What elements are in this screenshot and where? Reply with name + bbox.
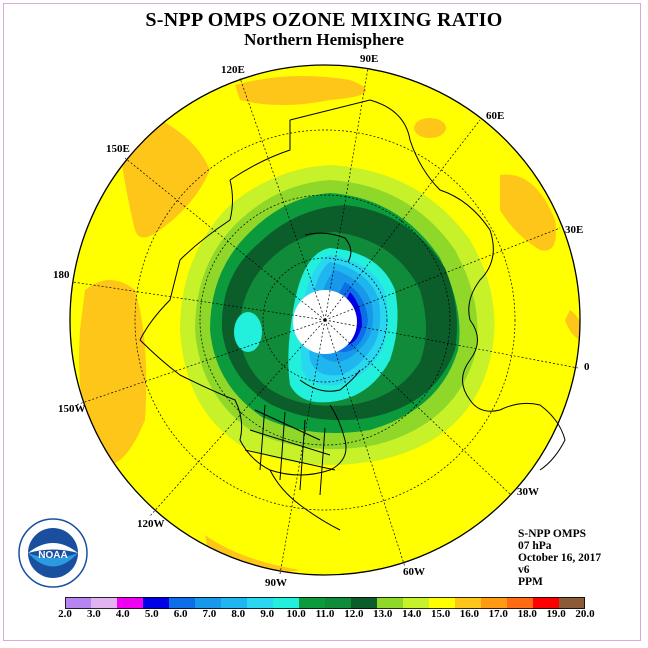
info-pressure: 07 hPa xyxy=(518,540,552,552)
colorbar-tick-label: 17.0 xyxy=(488,608,508,620)
colorbar-tick-label: 14.0 xyxy=(402,608,422,620)
orange-patch-30e xyxy=(500,174,556,251)
figure-title: S-NPP OMPS OZONE MIXING RATIO xyxy=(145,9,503,31)
figure-subtitle: Northern Hemisphere xyxy=(244,30,404,49)
colorbar-tick-label: 5.0 xyxy=(144,608,159,620)
colorbar-tick-label: 2.0 xyxy=(58,608,72,620)
lon-label-60e: 60E xyxy=(486,110,504,122)
colorbar-swatch xyxy=(351,597,378,609)
longitude-labels: 90E 60E 30E 0 30W 60W 90W 120W 150W 180 … xyxy=(53,53,590,589)
colorbar-tick-label: 13.0 xyxy=(373,608,393,620)
lon-label-120e: 120E xyxy=(221,64,245,76)
colorbar-swatch xyxy=(195,597,222,609)
colorbar-swatch xyxy=(325,597,352,609)
colorbar-swatch xyxy=(559,597,585,609)
graticule xyxy=(72,67,579,575)
colorbar-swatch xyxy=(65,597,92,609)
colorbar-swatch xyxy=(403,597,430,609)
colorbar-swatch xyxy=(91,597,118,609)
orange-patch-150e xyxy=(120,115,210,238)
info-units: PPM xyxy=(518,576,543,588)
colorbar-tick-label: 10.0 xyxy=(286,608,306,620)
lon-label-180: 180 xyxy=(53,269,70,281)
colorbar-outline xyxy=(65,597,585,609)
colorbar-swatch xyxy=(143,597,170,609)
colorbar-tick-label: 11.0 xyxy=(315,608,335,620)
lon-label-150w: 150W xyxy=(58,403,86,415)
orange-patch-small xyxy=(414,118,446,138)
lon-label-150e: 150E xyxy=(106,143,130,155)
colorbar-tick-label: 19.0 xyxy=(546,608,566,620)
colorbar-tick-label: 18.0 xyxy=(517,608,537,620)
colorbar-swatch xyxy=(273,597,300,609)
map-boundary xyxy=(69,64,581,576)
colorbar-tick-label: 16.0 xyxy=(459,608,480,620)
colorbar-swatch xyxy=(455,597,482,609)
lon-label-60w: 60W xyxy=(403,566,425,578)
orange-patch-0 xyxy=(565,310,580,340)
lon-label-90w: 90W xyxy=(265,577,287,589)
colorbar-swatch xyxy=(533,597,560,609)
colorbar xyxy=(65,597,585,609)
logo-text: NOAA xyxy=(38,550,67,561)
colorbar-tick-label: 9.0 xyxy=(260,608,275,620)
ozone-field xyxy=(70,65,580,575)
colorbar-tick-label: 15.0 xyxy=(430,608,451,620)
colorbar-swatch xyxy=(299,597,326,609)
info-version: v6 xyxy=(518,564,530,576)
coastlines xyxy=(139,99,566,531)
colorbar-swatch xyxy=(429,597,456,609)
lon-label-90e: 90E xyxy=(360,53,378,65)
orange-patch-north xyxy=(235,76,366,105)
colorbar-swatch xyxy=(247,597,274,609)
colorbar-tick-label: 6.0 xyxy=(173,608,188,620)
info-date: October 16, 2017 xyxy=(518,552,602,564)
colorbar-swatch xyxy=(221,597,248,609)
lon-label-30w: 30W xyxy=(517,486,539,498)
colorbar-tick-label: 8.0 xyxy=(231,608,246,620)
colorbar-tick-label: 20.0 xyxy=(575,608,595,620)
colorbar-swatch xyxy=(507,597,534,609)
colorbar-tick-label: 12.0 xyxy=(344,608,364,620)
info-instrument: S-NPP OMPS xyxy=(518,528,587,540)
lon-label-120w: 120W xyxy=(137,518,165,530)
colorbar-tick-label: 7.0 xyxy=(202,608,217,620)
contour-10-isolated xyxy=(234,312,262,352)
colorbar-swatch xyxy=(481,597,508,609)
orange-patch-180 xyxy=(79,280,147,465)
colorbar-swatch xyxy=(117,597,144,609)
lon-label-30e: 30E xyxy=(565,224,583,236)
colorbar-swatch xyxy=(169,597,196,609)
noaa-logo: NOAA xyxy=(18,518,88,588)
lon-label-0: 0 xyxy=(584,361,590,373)
colorbar-swatch xyxy=(377,597,404,609)
colorbar-tick-label: 3.0 xyxy=(87,608,101,620)
colorbar-tick-label: 4.0 xyxy=(115,608,130,620)
